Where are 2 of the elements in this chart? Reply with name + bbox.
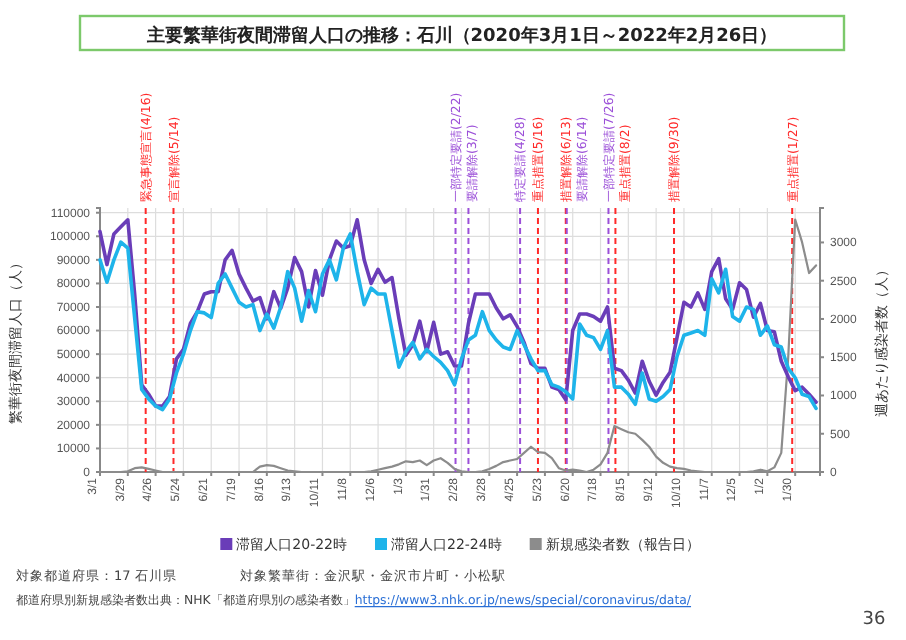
chart-title: 主要繁華街夜間滞留人口の推移：石川（2020年3月1日～2022年2月26日）	[144, 25, 778, 47]
text: 36	[862, 610, 886, 630]
